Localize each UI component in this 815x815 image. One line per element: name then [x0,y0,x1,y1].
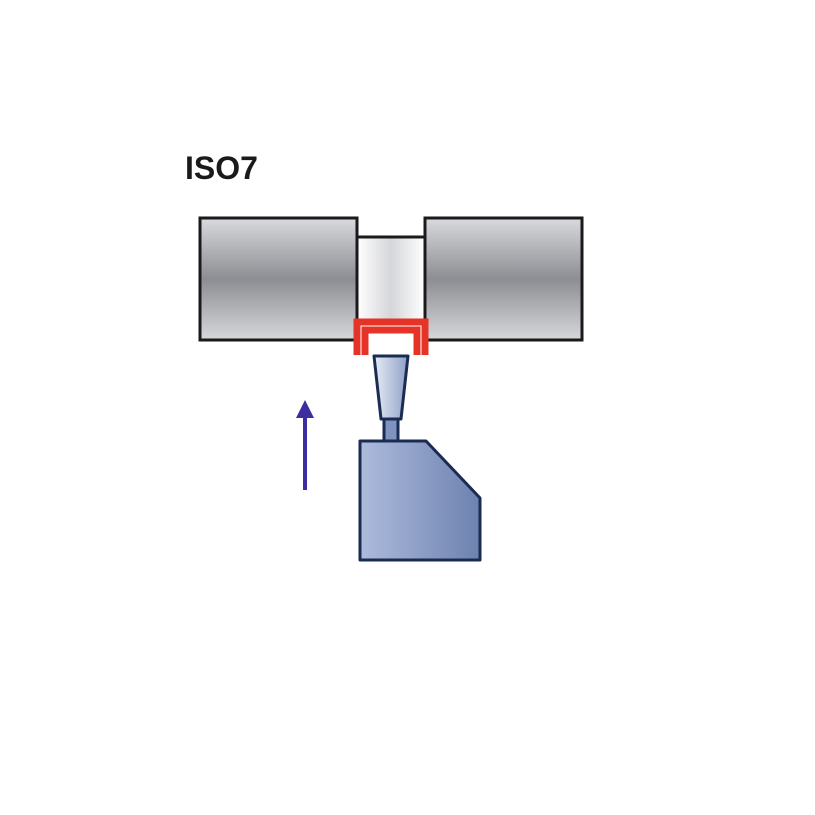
workpiece-shaft [357,237,425,322]
workpiece-flange-left [200,218,357,340]
tool-insert [374,356,408,419]
diagram-canvas: ISO7 [0,0,815,815]
diagram-svg [0,0,815,815]
arrow-head-icon [296,400,314,418]
feed-arrow [296,400,314,490]
groove-outline-inner [365,330,417,355]
workpiece-flange-right [425,218,582,340]
tool-neck [384,419,398,441]
tool-holder [360,441,480,560]
